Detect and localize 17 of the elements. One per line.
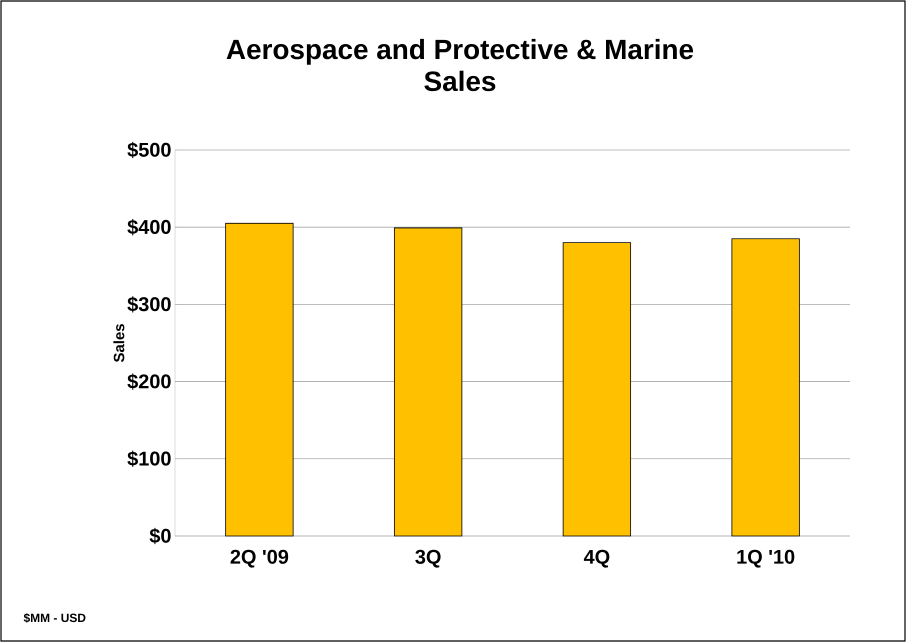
y-tick-label: $500 [127, 142, 171, 158]
y-tick-label: $300 [127, 296, 171, 313]
x-tick-label: 1Q '10 [737, 550, 794, 568]
bar [731, 238, 800, 536]
bar [562, 242, 632, 536]
y-tick-label: $0 [150, 528, 171, 544]
x-tick-label: 4Q [584, 550, 610, 568]
x-tick-label: 2Q '09 [230, 550, 288, 568]
y-tick-label: $200 [127, 373, 171, 390]
chart-title: Aerospace and Protective & Marine Sales [226, 38, 694, 92]
bar [394, 228, 462, 536]
x-tick-label: 3Q [415, 550, 441, 568]
text: $MM - USD [24, 613, 86, 623]
y-tick-label: $100 [127, 450, 171, 467]
y-axis-title: Sales [113, 324, 124, 362]
y-tick-label: $400 [127, 219, 171, 236]
bar [225, 222, 294, 536]
